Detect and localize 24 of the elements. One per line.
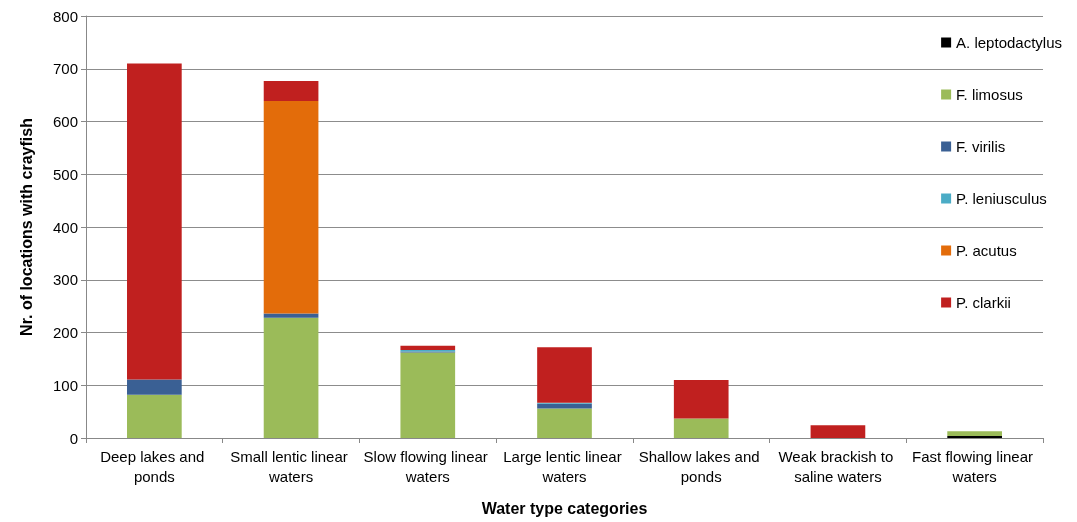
y-axis-title: Nr. of locations with crayfish bbox=[17, 118, 35, 336]
x-tick-label: Slow flowing linear waters bbox=[363, 447, 492, 485]
y-tick-label: 500 bbox=[52, 165, 78, 183]
x-tick-label: Deep lakes and ponds bbox=[100, 447, 209, 485]
legend-label: F. limosus bbox=[956, 86, 1023, 103]
y-tick-label: 200 bbox=[52, 324, 78, 341]
y-tick-label: 400 bbox=[52, 218, 78, 236]
y-tick-label: 300 bbox=[52, 271, 78, 289]
y-tick-label: 100 bbox=[52, 376, 78, 394]
x-tick-label: Large lentic linear waters bbox=[503, 447, 626, 485]
legend-label: F. virilis bbox=[956, 138, 1006, 155]
legend-label: A. leptodactylus bbox=[956, 34, 1063, 51]
y-tick-label: 800 bbox=[52, 7, 78, 25]
x-tick-label: Small lentic linear waters bbox=[230, 447, 352, 485]
y-tick-label: 700 bbox=[52, 60, 78, 78]
y-tick-label: 0 bbox=[69, 429, 78, 447]
x-tick-label: Shallow lakes and ponds bbox=[638, 447, 764, 485]
legend-label: P. leniusculus bbox=[956, 190, 1047, 207]
x-tick-label: Fast flowing linear waters bbox=[912, 447, 1038, 485]
y-tick-label: 600 bbox=[52, 113, 78, 130]
legend-label: P. clarkii bbox=[956, 294, 1011, 311]
x-tick-label: Weak brackish to saline waters bbox=[778, 447, 898, 485]
legend-label: P. acutus bbox=[956, 242, 1017, 259]
x-axis-title: Water type categories bbox=[481, 499, 648, 517]
